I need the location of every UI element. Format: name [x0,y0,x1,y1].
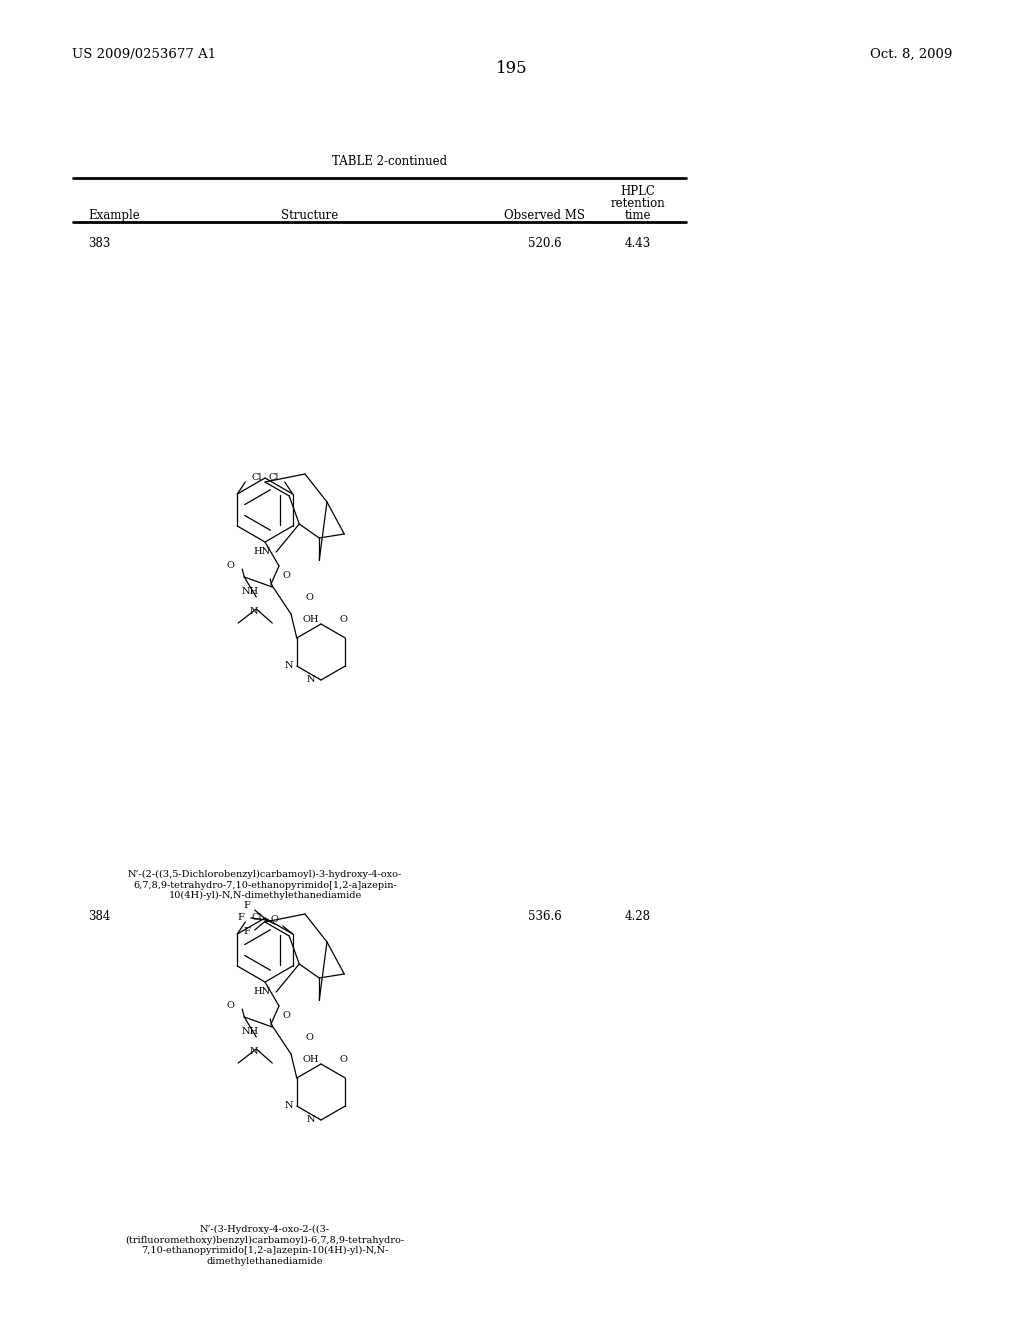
Text: TABLE 2-continued: TABLE 2-continued [333,154,447,168]
Text: N: N [250,606,258,615]
Text: OH: OH [303,615,319,624]
Text: O: O [283,570,290,579]
Text: US 2009/0253677 A1: US 2009/0253677 A1 [72,48,216,61]
Text: HN: HN [253,987,270,997]
Text: 383: 383 [88,238,111,249]
Text: Structure: Structure [282,209,339,222]
Text: Cl: Cl [251,473,262,482]
Text: O: O [226,561,234,569]
Text: retention: retention [610,197,666,210]
Text: time: time [625,209,651,222]
Text: Cl: Cl [251,912,262,921]
Text: Cl: Cl [268,473,279,482]
Text: N: N [306,1115,315,1125]
Text: N: N [306,676,315,685]
Text: 536.6: 536.6 [528,909,562,923]
Text: 195: 195 [497,59,527,77]
Text: OH: OH [303,1056,319,1064]
Text: N’-(3-Hydroxy-4-oxo-2-((3-
(trifluoromethoxy)benzyl)carbamoyl)-6,7,8,9-tetrahydr: N’-(3-Hydroxy-4-oxo-2-((3- (trifluoromet… [125,1225,404,1266]
Text: O: O [270,916,279,924]
Text: NH: NH [242,587,259,597]
Text: Oct. 8, 2009: Oct. 8, 2009 [869,48,952,61]
Text: O: O [339,1056,347,1064]
Text: N: N [285,661,293,671]
Text: F: F [244,902,251,911]
Text: N: N [250,1047,258,1056]
Text: NH: NH [242,1027,259,1036]
Text: Observed MS: Observed MS [505,209,586,222]
Text: O: O [339,615,347,624]
Text: 520.6: 520.6 [528,238,562,249]
Text: F: F [244,928,251,936]
Text: N: N [285,1101,293,1110]
Text: 4.43: 4.43 [625,238,651,249]
Text: O: O [283,1011,290,1019]
Text: HPLC: HPLC [621,185,655,198]
Text: O: O [226,1001,234,1010]
Text: HN: HN [253,548,270,557]
Text: Example: Example [88,209,139,222]
Text: 384: 384 [88,909,111,923]
Text: 4.28: 4.28 [625,909,651,923]
Text: O: O [305,594,313,602]
Text: N’-(2-((3,5-Dichlorobenzyl)carbamoyl)-3-hydroxy-4-oxo-
6,7,8,9-tetrahydro-7,10-e: N’-(2-((3,5-Dichlorobenzyl)carbamoyl)-3-… [128,870,402,900]
Text: F: F [238,913,245,923]
Text: O: O [305,1034,313,1043]
